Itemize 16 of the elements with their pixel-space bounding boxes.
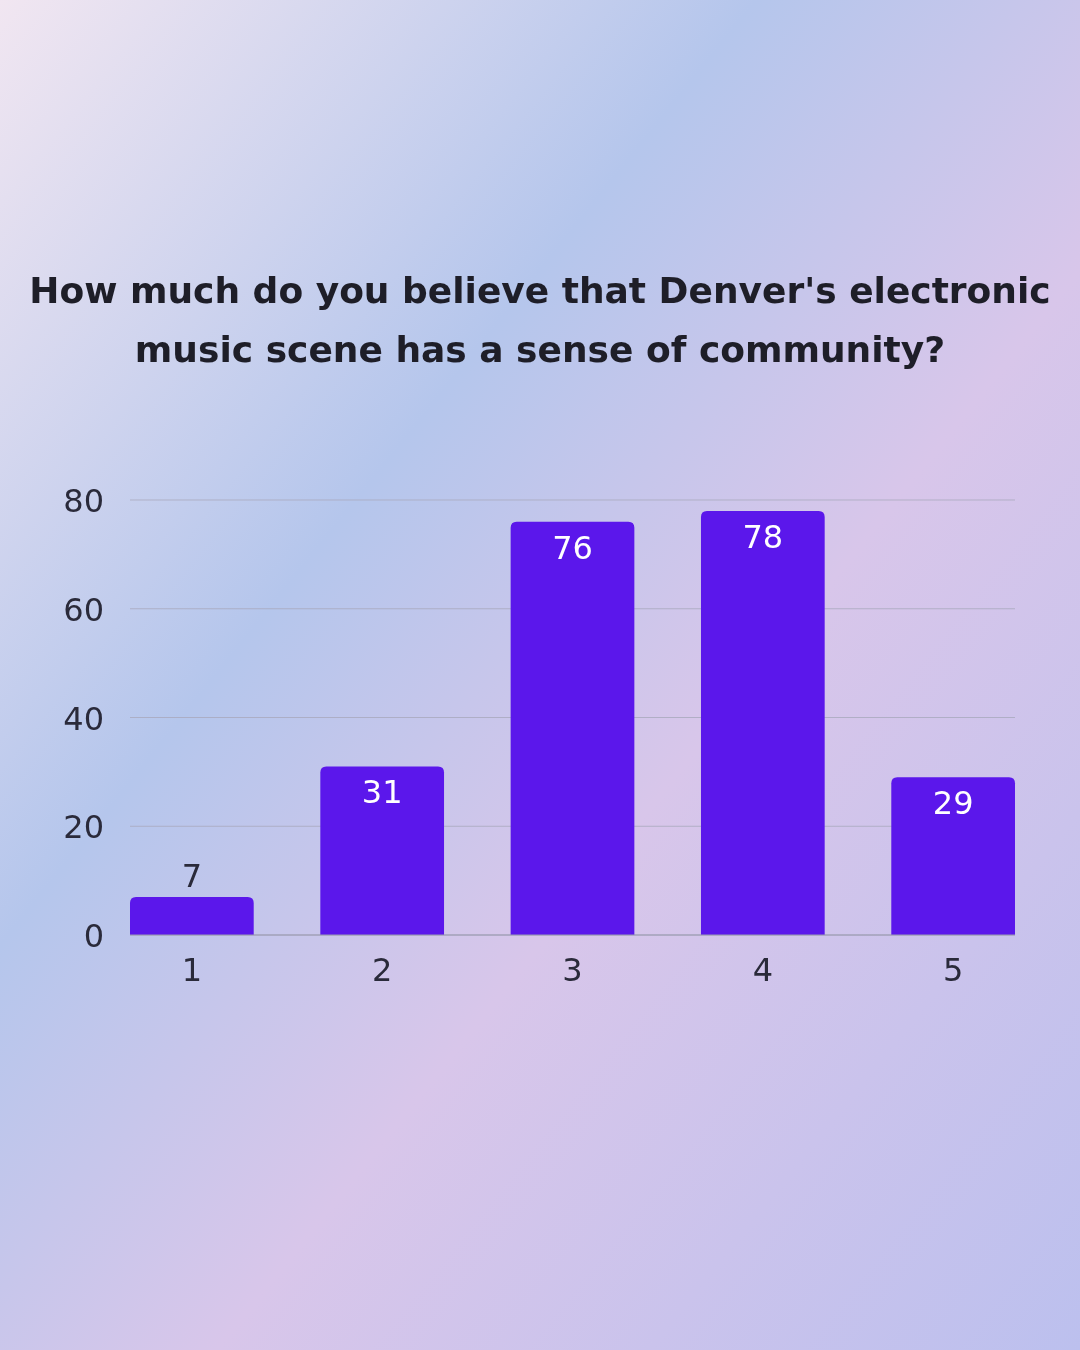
x-tick-label: 5: [942, 951, 964, 989]
data-label: 29: [932, 784, 974, 823]
y-tick-label: 40: [63, 699, 104, 738]
data-label: 76: [552, 528, 593, 567]
x-tick-label: 2: [372, 951, 393, 989]
data-label: 78: [742, 517, 784, 556]
x-tick-label: 4: [752, 951, 773, 989]
data-label: 31: [361, 773, 403, 812]
data-label: 7: [181, 856, 203, 895]
x-tick-label: 3: [562, 951, 583, 989]
chart-title: How much do you believe that Denver's electronic music scene has a sense of community?: [29, 270, 1051, 370]
y-tick-label: 0: [83, 917, 104, 955]
x-tick-label: 1: [181, 951, 203, 989]
y-tick-label: 80: [63, 482, 104, 520]
y-tick-label: 60: [63, 590, 104, 629]
y-tick-label: 20: [63, 808, 104, 847]
